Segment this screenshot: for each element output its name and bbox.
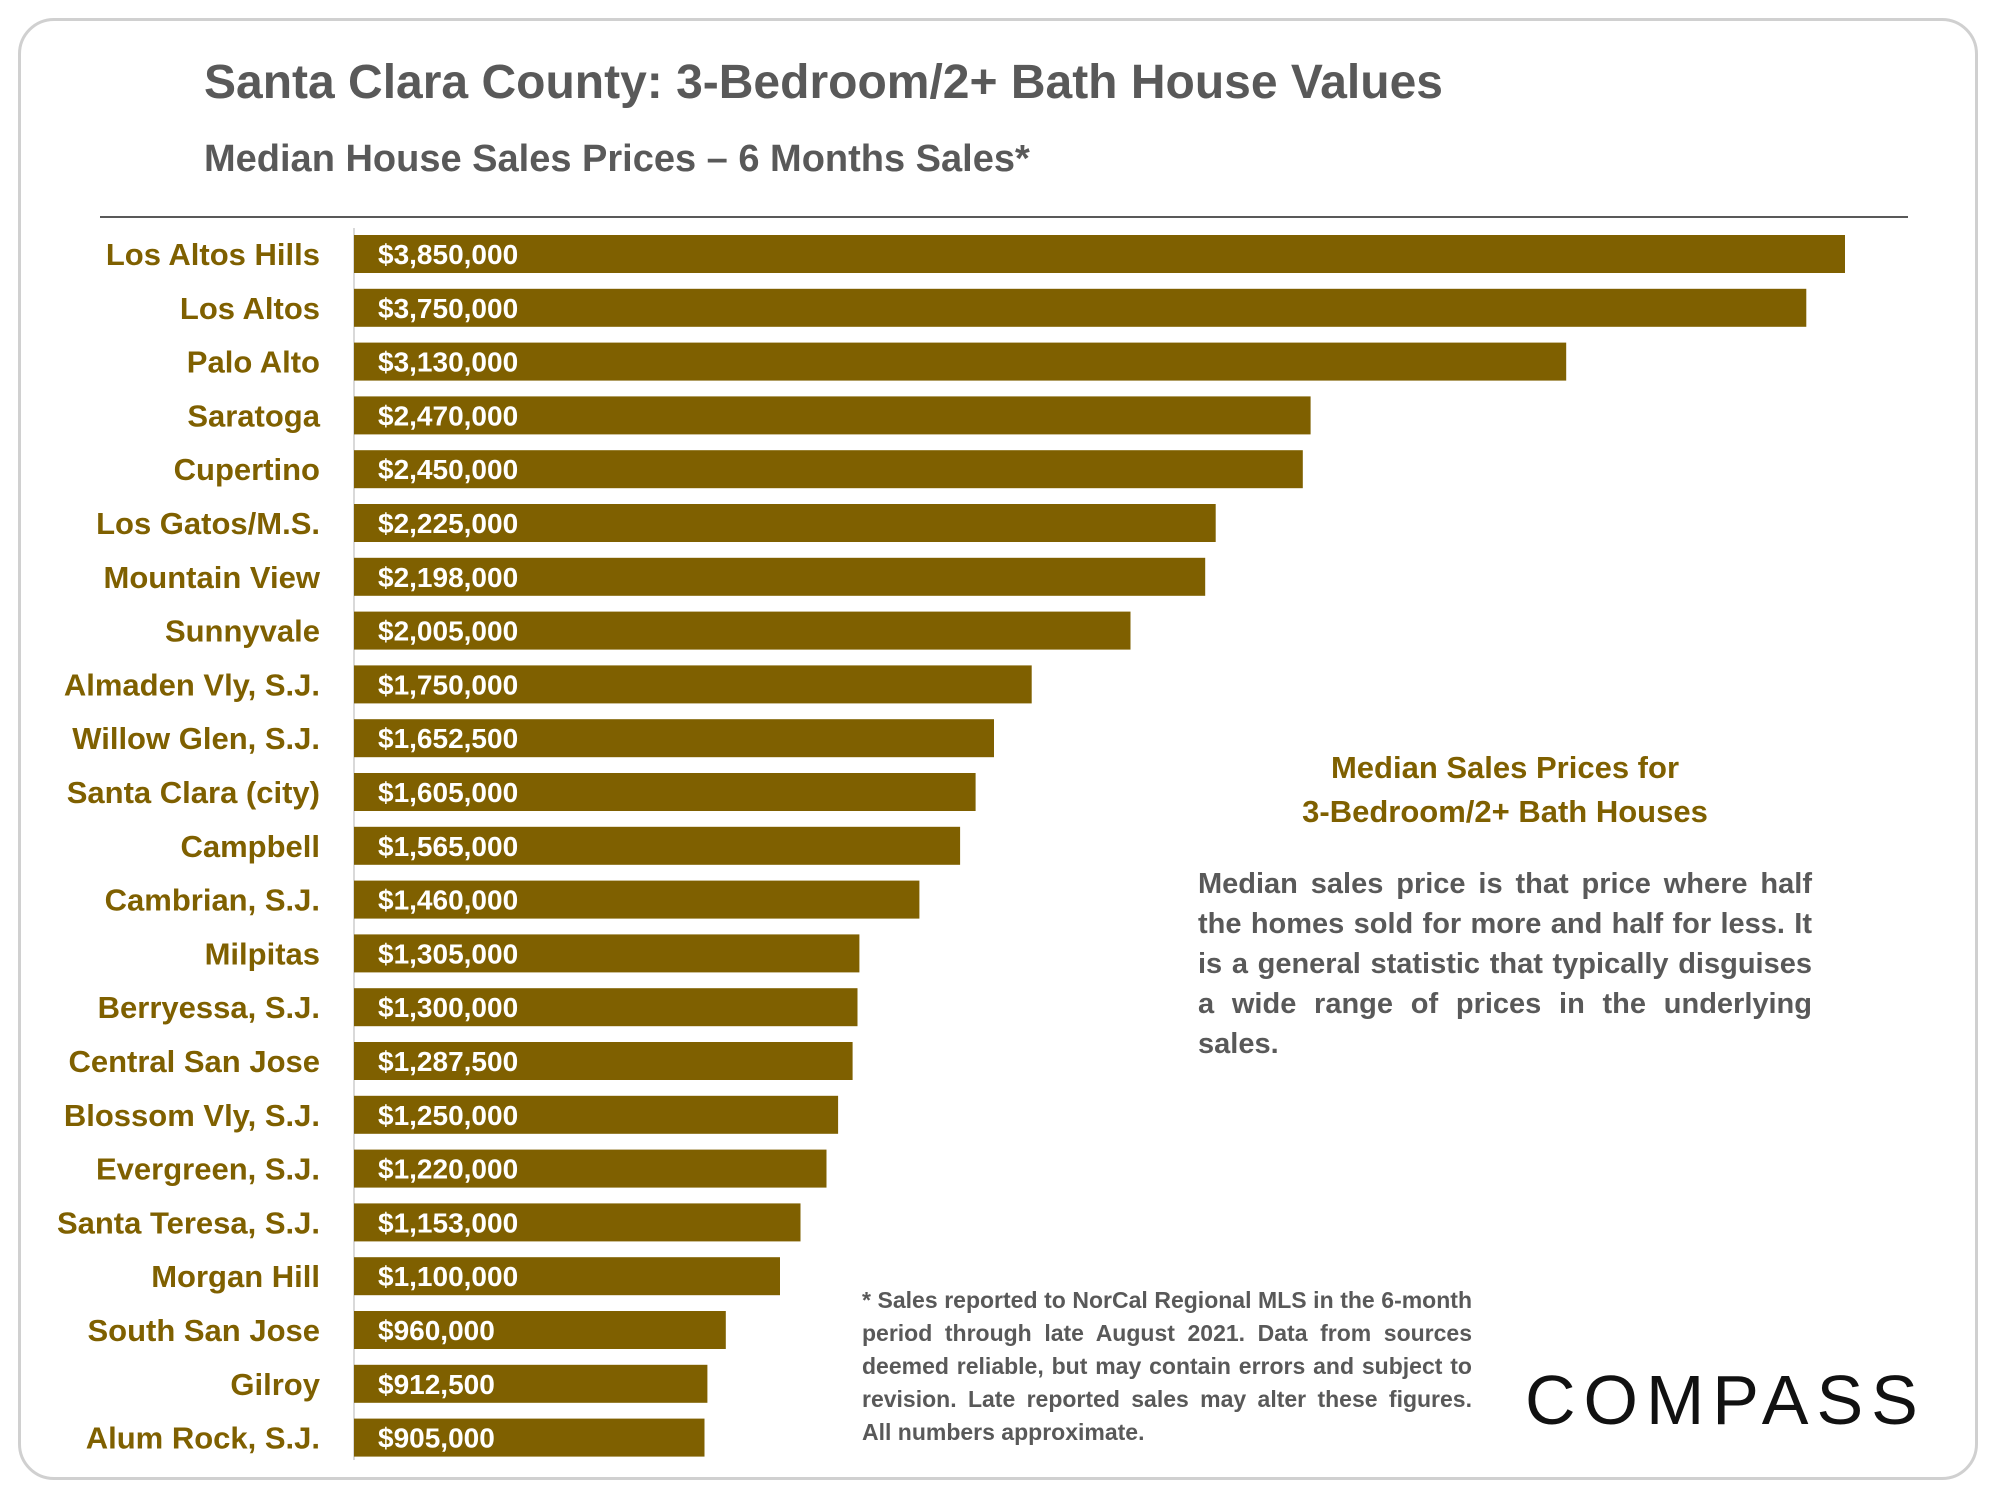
category-label: Almaden Vly, S.J. [64, 667, 320, 702]
value-label: $1,750,000 [378, 669, 518, 700]
value-label: $960,000 [378, 1315, 495, 1346]
category-label: Central San Jose [68, 1044, 320, 1079]
value-label: $1,605,000 [378, 777, 518, 808]
value-label: $2,450,000 [378, 454, 518, 485]
explanation-title: Median Sales Prices for 3-Bedroom/2+ Bat… [1180, 746, 1830, 834]
bar [354, 934, 860, 973]
bar [354, 719, 994, 758]
explanation-title-line2: 3-Bedroom/2+ Bath Houses [1302, 794, 1708, 829]
bar [354, 1418, 705, 1457]
bar [354, 1364, 708, 1403]
category-label: Campbell [180, 829, 320, 864]
bar [354, 504, 1216, 542]
explanation-box: Median Sales Prices for 3-Bedroom/2+ Bat… [1170, 740, 1840, 1074]
value-label: $1,153,000 [378, 1207, 518, 1238]
category-label: Alum Rock, S.J. [86, 1421, 320, 1456]
bar [354, 396, 1311, 435]
bar [354, 1149, 827, 1188]
bar [354, 1311, 726, 1349]
explanation-title-line1: Median Sales Prices for [1330, 750, 1680, 785]
category-label: Palo Alto [187, 345, 320, 380]
category-label: Saratoga [187, 398, 320, 433]
footnote: * Sales reported to NorCal Regional MLS … [854, 1280, 1480, 1453]
value-label: $3,750,000 [378, 293, 518, 324]
category-label: Los Gatos/M.S. [96, 506, 320, 541]
explanation-text: Median sales price is that price where h… [1198, 868, 1812, 1060]
category-label: Santa Clara (city) [67, 775, 320, 810]
bars-group: Los Altos Hills $3,850,000 Los Altos $3,750… [57, 235, 1845, 1457]
bar [354, 988, 858, 1027]
value-label: $1,460,000 [378, 885, 518, 916]
category-label: Berryessa, S.J. [98, 990, 320, 1025]
category-label: Milpitas [205, 936, 320, 971]
value-label: $2,225,000 [378, 508, 518, 539]
value-label: $1,100,000 [378, 1261, 518, 1292]
bar [354, 342, 1567, 381]
category-label: Evergreen, S.J. [96, 1152, 320, 1187]
value-label: $1,565,000 [378, 831, 518, 862]
value-label: $1,220,000 [378, 1154, 518, 1185]
value-label: $1,305,000 [378, 938, 518, 969]
category-label: Los Altos Hills [106, 237, 320, 272]
category-label: Cambrian, S.J. [105, 883, 320, 918]
bar [354, 1257, 780, 1296]
bar [354, 611, 1131, 650]
value-label: $2,470,000 [378, 400, 518, 431]
category-label: Willow Glen, S.J. [72, 721, 320, 756]
chart-title: Santa Clara County: 3-Bedroom/2+ Bath Ho… [204, 56, 1443, 109]
value-label: $1,250,000 [378, 1100, 518, 1131]
value-label: $1,287,500 [378, 1046, 518, 1077]
value-label: $2,198,000 [378, 562, 518, 593]
bar [354, 1042, 853, 1080]
category-label: Los Altos [180, 291, 320, 326]
value-label: $3,850,000 [378, 239, 518, 270]
value-label: $2,005,000 [378, 616, 518, 647]
category-label: Sunnyvale [165, 614, 320, 649]
category-label: Santa Teresa, S.J. [57, 1205, 320, 1240]
bar [354, 450, 1303, 489]
value-label: $1,652,500 [378, 723, 518, 754]
value-label: $912,500 [378, 1369, 495, 1400]
value-label: $3,130,000 [378, 347, 518, 378]
bar [354, 665, 1032, 704]
bar [354, 288, 1807, 327]
value-label: $905,000 [378, 1423, 495, 1454]
value-label: $1,300,000 [378, 992, 518, 1023]
bar [354, 235, 1845, 273]
compass-logo: COMPASS [1525, 1361, 1926, 1439]
bar [354, 773, 976, 811]
bar [354, 826, 961, 865]
chart-subtitle: Median House Sales Prices – 6 Months Sal… [204, 138, 1030, 180]
category-label: South San Jose [87, 1313, 320, 1348]
category-label: Morgan Hill [151, 1259, 320, 1294]
bar [354, 557, 1206, 596]
category-label: Blossom Vly, S.J. [64, 1098, 320, 1133]
category-label: Cupertino [174, 452, 320, 487]
title-divider [100, 216, 1908, 218]
bar [354, 1095, 839, 1134]
category-label: Gilroy [230, 1367, 320, 1402]
bar [354, 1203, 801, 1242]
bar [354, 880, 920, 919]
category-label: Mountain View [104, 560, 321, 595]
